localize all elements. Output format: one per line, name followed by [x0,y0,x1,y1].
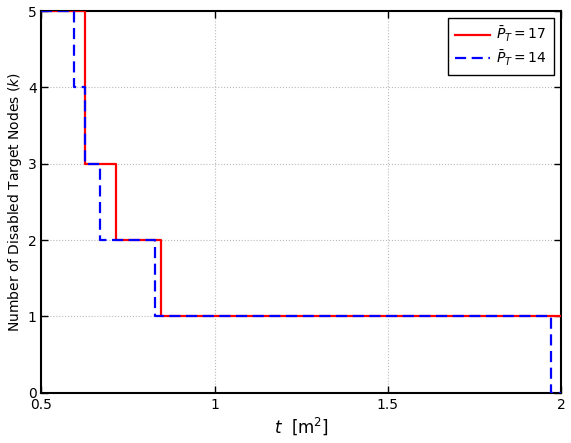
$\bar{P}_T = 17$ [81,8,88,14]
$\bar{P}_T = 17$ [81,161,88,167]
$\bar{P}_T = 14$ [152,314,159,319]
$\bar{P}_T = 14$ [81,161,88,167]
$\bar{P}_T = 17$ [158,314,164,319]
Line: $\bar{P}_T = 17$: $\bar{P}_T = 17$ [42,11,561,316]
$\bar{P}_T = 14$ [70,85,77,90]
Legend: $\bar{P}_T = 17$, $\bar{P}_T = 14$: $\bar{P}_T = 17$, $\bar{P}_T = 14$ [448,18,554,74]
$\bar{P}_T = 14$ [558,390,565,396]
$\bar{P}_T = 14$ [38,8,45,14]
$\bar{P}_T = 17$ [38,8,45,14]
$\bar{P}_T = 17$ [112,161,119,167]
$\bar{P}_T = 14$ [96,237,103,243]
$\bar{P}_T = 17$ [112,237,119,243]
$\bar{P}_T = 14$ [96,161,103,167]
$\bar{P}_T = 17$ [158,237,164,243]
$\bar{P}_T = 14$ [81,85,88,90]
Line: $\bar{P}_T = 14$: $\bar{P}_T = 14$ [42,11,561,393]
X-axis label: $t$  [m$^2$]: $t$ [m$^2$] [274,416,329,437]
$\bar{P}_T = 14$ [152,237,159,243]
$\bar{P}_T = 14$ [70,8,77,14]
$\bar{P}_T = 14$ [548,314,555,319]
$\bar{P}_T = 17$ [558,314,565,319]
Y-axis label: Number of Disabled Target Nodes ($k$): Number of Disabled Target Nodes ($k$) [6,72,23,332]
$\bar{P}_T = 14$ [548,390,555,396]
